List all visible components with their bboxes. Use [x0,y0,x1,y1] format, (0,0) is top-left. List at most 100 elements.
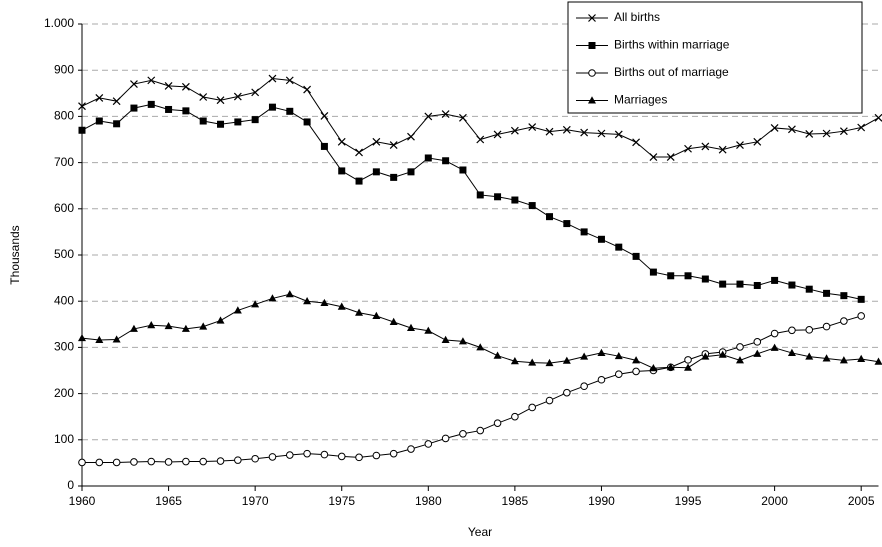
marker [477,136,484,143]
marker [356,178,363,185]
x-tick-label: 2000 [761,494,788,508]
marker [338,453,345,460]
marker [511,197,518,204]
marker [182,107,189,114]
marker [494,420,501,427]
marker [823,290,830,297]
marker [356,149,363,156]
marker [165,106,172,113]
marker [148,101,155,108]
legend-marker [589,70,596,77]
marker [633,139,640,146]
marker [165,459,172,466]
marker [529,202,536,209]
legend-label: Births out of marriage [614,65,729,79]
marker [736,281,743,288]
marker [840,292,847,299]
marker [252,116,259,123]
marker [217,316,225,323]
marker [148,77,155,84]
marker [597,349,605,356]
marker [581,228,588,235]
marker [789,327,796,334]
marker [269,104,276,111]
series-line [82,316,861,462]
marker [841,318,848,325]
marker [442,157,449,164]
marker [477,191,484,198]
x-tick-label: 1980 [415,494,442,508]
legend-marker [589,42,596,49]
marker [200,118,207,125]
marker [754,282,761,289]
y-tick-label: 700 [54,155,74,169]
marker [494,131,501,138]
marker [131,459,138,466]
marker [442,336,450,343]
x-tick-label: 1995 [675,494,702,508]
marker [460,430,467,437]
y-tick-label: 900 [54,62,74,76]
marker [858,296,865,303]
marker [806,327,813,334]
marker [875,114,882,121]
marker [633,368,640,375]
marker [148,458,155,465]
marker [615,371,622,378]
marker [546,397,553,404]
marker [113,335,121,342]
marker [79,127,86,134]
x-tick-label: 1985 [502,494,529,508]
marker [563,220,570,227]
legend-box [568,2,862,113]
marker [494,193,501,200]
marker [684,364,692,371]
series-line [82,104,861,299]
marker [96,459,103,466]
marker [858,124,865,131]
y-tick-label: 1.000 [44,16,74,30]
marker [304,450,311,457]
marker [304,86,311,93]
marker [79,459,86,466]
marker [598,376,605,383]
y-tick-label: 600 [54,201,74,215]
marker [286,452,293,459]
x-tick-label: 1965 [155,494,182,508]
marker [598,236,605,243]
y-tick-label: 500 [54,247,74,261]
marker [511,127,518,134]
marker [217,121,224,128]
marker [546,213,553,220]
y-tick-label: 400 [54,293,74,307]
marker [494,352,502,359]
marker [217,458,224,465]
legend-label: Marriages [614,93,667,107]
marker [737,344,744,351]
marker [858,313,865,320]
marker [130,81,137,88]
marker [615,244,622,251]
y-tick-label: 800 [54,109,74,123]
marker [407,133,414,140]
marker [823,323,830,330]
marker [269,454,276,461]
marker [425,441,432,448]
marker [771,277,778,284]
marker [477,427,484,434]
marker [235,457,242,464]
marker [304,118,311,125]
marker [685,357,692,364]
series-line [82,294,879,368]
marker [373,452,380,459]
marker [529,404,536,411]
x-tick-label: 1990 [588,494,615,508]
x-tick-label: 1975 [328,494,355,508]
x-tick-label: 1960 [69,494,96,508]
marker [667,272,674,279]
marker [685,272,692,279]
marker [234,93,241,100]
marker [564,389,571,396]
marker [78,334,86,341]
